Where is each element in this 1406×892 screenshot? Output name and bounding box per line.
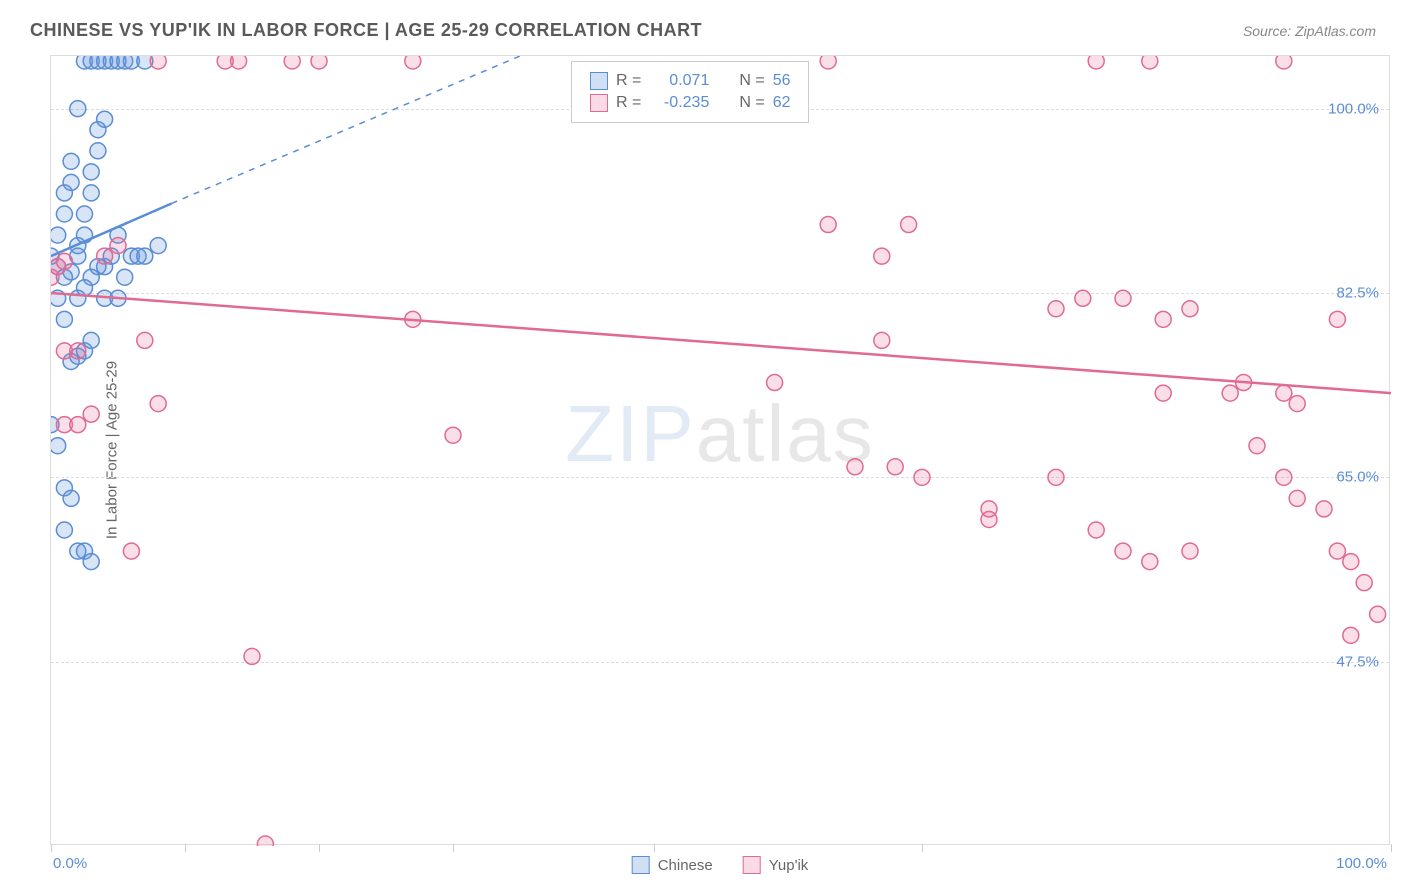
chart-title: CHINESE VS YUP'IK IN LABOR FORCE | AGE 2…: [30, 20, 702, 41]
legend-row-yupik: R = -0.235 N = 62: [590, 92, 790, 114]
correlation-legend: R = 0.071 N = 56 R = -0.235 N = 62: [571, 61, 809, 123]
legend-item-chinese: Chinese: [632, 856, 713, 874]
x-tick-label: 0.0%: [53, 855, 87, 872]
x-tick-label: 100.0%: [1336, 855, 1387, 872]
legend-row-chinese: R = 0.071 N = 56: [590, 70, 790, 92]
source-label: Source: ZipAtlas.com: [1243, 23, 1376, 39]
scatter-plot: [51, 56, 1391, 846]
square-icon: [590, 72, 608, 90]
legend-item-yupik: Yup'ik: [743, 856, 809, 874]
square-icon: [743, 856, 761, 874]
square-icon: [590, 94, 608, 112]
chart-container: In Labor Force | Age 25-29 ZIPatlas R = …: [50, 55, 1390, 845]
square-icon: [632, 856, 650, 874]
bottom-legend: Chinese Yup'ik: [632, 856, 809, 874]
